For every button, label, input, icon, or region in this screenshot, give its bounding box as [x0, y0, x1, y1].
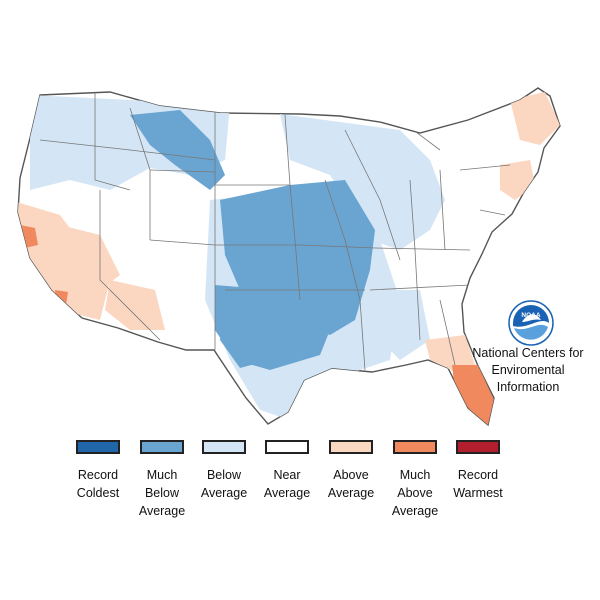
zone-above-southeast — [425, 335, 475, 372]
zone-much-above-socal — [55, 290, 68, 305]
zone-below-southeast-inland — [380, 290, 430, 360]
zone-below-upper-midwest — [280, 114, 445, 250]
noaa-logo-icon: NOAA — [508, 300, 554, 346]
credit-line-1: National Centers for — [472, 346, 584, 360]
zone-above-arizona — [105, 280, 165, 330]
noaa-logo-text: NOAA — [521, 312, 540, 319]
credit-line-3: Information — [496, 380, 560, 394]
zone-much-below-montana — [130, 110, 225, 190]
zone-much-below-texas — [215, 285, 330, 370]
zone-above-nevada — [60, 225, 120, 290]
state-boundaries — [39, 92, 511, 371]
zone-above-new-england — [510, 92, 560, 145]
zone-much-above-florida — [452, 365, 494, 425]
ncei-credit: National Centers for Enviromental Inform… — [462, 345, 594, 396]
credit-line-2: Enviromental — [491, 363, 565, 377]
